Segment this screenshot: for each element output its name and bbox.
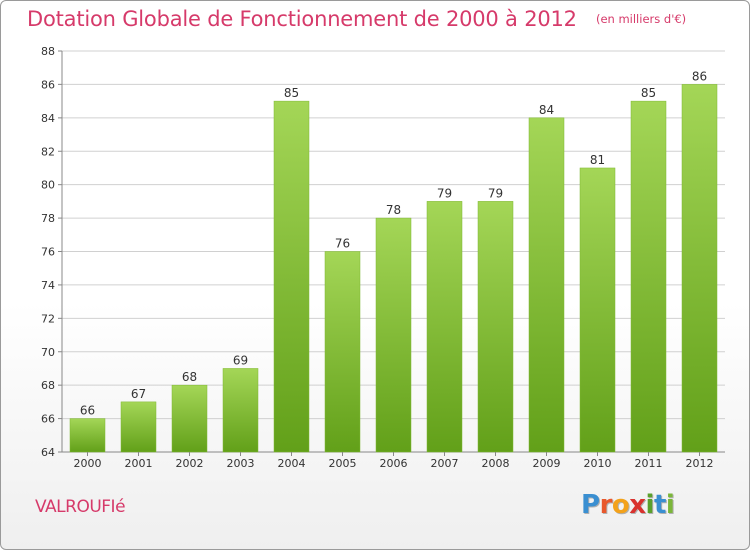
bar xyxy=(477,201,514,453)
y-tick-label: 68 xyxy=(41,379,55,392)
bar-value-label: 85 xyxy=(641,86,656,100)
bar-value-label: 66 xyxy=(80,404,95,418)
bar-value-label: 79 xyxy=(488,186,503,200)
x-tick-label: 2000 xyxy=(74,457,102,470)
chart-title-row: Dotation Globale de Fonctionnement de 20… xyxy=(27,7,686,31)
bar xyxy=(630,100,667,453)
bar-value-label: 67 xyxy=(131,387,146,401)
chart-title: Dotation Globale de Fonctionnement de 20… xyxy=(27,7,577,31)
bar-value-label: 78 xyxy=(386,203,401,217)
y-tick-label: 76 xyxy=(41,246,55,259)
bar xyxy=(324,251,361,453)
y-tick-label: 78 xyxy=(41,212,55,225)
logo-letter: i xyxy=(665,490,675,520)
logo-letter: o xyxy=(611,490,630,520)
bar xyxy=(528,117,565,453)
bar xyxy=(579,167,616,453)
bar xyxy=(273,100,310,453)
x-tick-label: 2009 xyxy=(533,457,561,470)
bar-value-label: 84 xyxy=(539,103,554,117)
logo-letter: t xyxy=(653,490,666,520)
x-tick-label: 2011 xyxy=(635,457,663,470)
chart-unit: (en milliers d'€) xyxy=(595,12,687,26)
bar-value-label: 81 xyxy=(590,153,605,167)
commune-name: VALROUFIé xyxy=(35,497,126,517)
bar-value-label: 86 xyxy=(692,69,707,83)
bar-value-label: 69 xyxy=(233,353,248,367)
y-tick-label: 66 xyxy=(41,413,55,426)
x-tick-label: 2002 xyxy=(176,457,204,470)
y-tick-label: 72 xyxy=(41,312,55,325)
y-tick-label: 88 xyxy=(41,45,55,58)
y-tick-label: 86 xyxy=(41,78,55,91)
proxiti-logo: Proxiti xyxy=(581,490,675,520)
x-tick-label: 2001 xyxy=(125,457,153,470)
logo-letter: x xyxy=(629,490,646,520)
bar xyxy=(681,84,718,453)
x-tick-label: 2007 xyxy=(431,457,459,470)
y-tick-label: 64 xyxy=(41,446,55,459)
bar xyxy=(69,418,106,453)
bar-value-label: 79 xyxy=(437,186,452,200)
y-tick-label: 84 xyxy=(41,112,55,125)
logo-letter: P xyxy=(581,490,600,520)
x-tick-label: 2010 xyxy=(584,457,612,470)
bar xyxy=(120,401,157,453)
logo-letter: i xyxy=(645,490,655,520)
bar xyxy=(426,201,463,453)
x-tick-label: 2003 xyxy=(227,457,255,470)
logo-letter: r xyxy=(599,490,613,520)
bar-value-label: 85 xyxy=(284,86,299,100)
y-tick-label: 74 xyxy=(41,279,55,292)
bar-value-label: 76 xyxy=(335,237,350,251)
x-tick-label: 2008 xyxy=(482,457,510,470)
y-tick-label: 82 xyxy=(41,145,55,158)
x-tick-label: 2005 xyxy=(329,457,357,470)
bar xyxy=(222,368,259,453)
bar xyxy=(375,217,412,453)
y-tick-label: 70 xyxy=(41,346,55,359)
x-tick-label: 2004 xyxy=(278,457,306,470)
x-tick-label: 2006 xyxy=(380,457,408,470)
x-tick-label: 2012 xyxy=(686,457,714,470)
bar xyxy=(171,384,208,453)
bar-value-label: 68 xyxy=(182,370,197,384)
y-tick-label: 80 xyxy=(41,179,55,192)
